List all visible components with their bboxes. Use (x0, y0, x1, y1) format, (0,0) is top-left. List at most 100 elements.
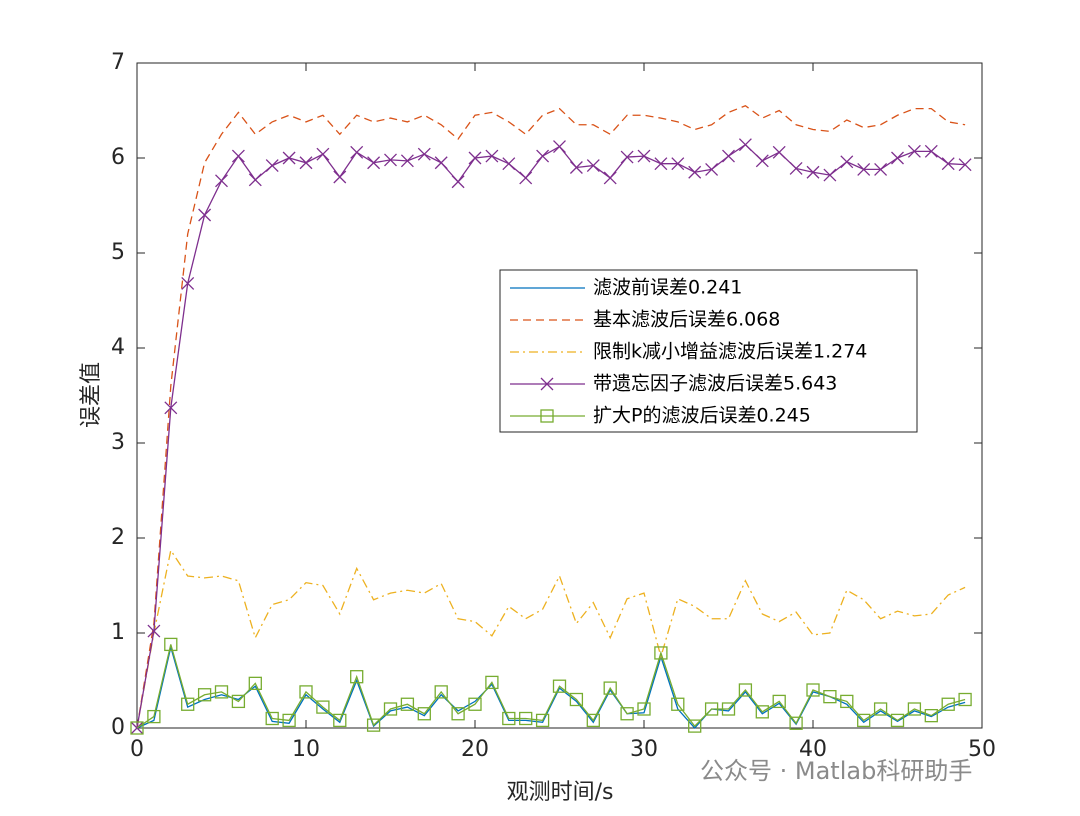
marker-square (316, 700, 330, 714)
marker-square (164, 637, 178, 652)
marker-square (451, 707, 465, 721)
marker-x (738, 138, 752, 152)
marker-square (540, 409, 554, 423)
marker-square (552, 679, 567, 693)
marker-x (451, 175, 465, 189)
marker-x (907, 144, 921, 158)
marker-square (519, 711, 533, 726)
marker-square (772, 694, 786, 709)
marker-x (874, 162, 888, 176)
y-tick-label: 2 (111, 525, 125, 550)
marker-square (569, 692, 584, 707)
marker-x (688, 165, 702, 179)
legend: 滤波前误差0.241 基本滤波后误差6.068 限制k减小增益滤波后误差1.274 带… (499, 269, 918, 433)
y-tick-label: 7 (111, 50, 125, 75)
marker-x (265, 159, 279, 173)
marker-square (265, 711, 279, 726)
marker-square (197, 688, 212, 702)
marker-square (857, 713, 871, 728)
marker-square (941, 697, 955, 711)
marker-square (721, 702, 736, 716)
marker-square (924, 709, 938, 723)
marker-square (434, 685, 448, 699)
marker-square (637, 702, 651, 716)
marker-square (688, 719, 702, 733)
y-tick-label: 0 (111, 715, 125, 740)
marker-square (873, 702, 888, 716)
marker-x (671, 157, 685, 171)
x-tick-label: 0 (130, 737, 144, 762)
marker-x (434, 156, 448, 170)
marker-square (383, 702, 398, 716)
marker-x (468, 151, 482, 165)
legend-box (499, 269, 918, 433)
marker-x (519, 171, 533, 185)
y-tick-label: 3 (111, 430, 125, 455)
marker-x (384, 153, 397, 167)
marker-x (299, 156, 313, 170)
series-line (136, 105, 966, 729)
marker-x (789, 161, 803, 175)
y-tick-label: 4 (111, 335, 125, 360)
x-tick-label: 10 (292, 737, 320, 762)
legend-label: 限制k减小增益滤波后误差1.274 (593, 341, 867, 363)
marker-x (417, 147, 431, 161)
marker-x (181, 276, 195, 290)
marker-square (282, 713, 296, 728)
marker-square (147, 709, 161, 724)
marker-x (755, 154, 769, 168)
marker-x (620, 150, 634, 164)
y-tick-label: 1 (111, 620, 125, 645)
x-tick-label: 30 (630, 737, 658, 762)
marker-x (891, 151, 904, 165)
marker-x (215, 174, 228, 188)
marker-square (299, 685, 313, 699)
series-line (136, 143, 966, 729)
legend-label: 滤波前误差0.241 (593, 277, 742, 299)
marker-x (400, 154, 414, 168)
marker-square (907, 702, 922, 716)
marker-x (654, 157, 668, 171)
marker-square (738, 683, 753, 697)
marker-x (806, 165, 820, 179)
marker-square (248, 676, 262, 690)
marker-x (722, 149, 735, 163)
marker-x (367, 156, 381, 170)
marker-square (366, 718, 381, 732)
y-axis-label: 误差值 (79, 362, 104, 428)
marker-square (350, 670, 364, 684)
x-tick-label: 40 (799, 737, 827, 762)
series-line (136, 548, 966, 729)
marker-square (586, 713, 600, 728)
marker-x (586, 159, 600, 173)
x-tick-label: 50 (968, 737, 996, 762)
marker-square (890, 713, 905, 728)
marker-square (502, 711, 516, 726)
marker-x (248, 173, 262, 187)
marker-x (553, 140, 566, 154)
marker-square (704, 702, 719, 716)
x-axis-label: 观测时间/s (507, 780, 614, 805)
marker-square (535, 713, 550, 728)
marker-x (705, 162, 719, 176)
marker-x (603, 171, 617, 185)
marker-square (654, 646, 668, 660)
marker-square (958, 692, 972, 707)
marker-square (214, 685, 229, 699)
marker-x (857, 162, 871, 176)
marker-square (823, 690, 837, 704)
marker-square (417, 707, 431, 721)
marker-square (840, 694, 854, 709)
marker-square (620, 707, 634, 721)
marker-square (231, 694, 246, 709)
marker-x (231, 149, 245, 163)
y-tick-label: 6 (111, 145, 125, 170)
marker-square (130, 721, 144, 735)
marker-x (333, 170, 347, 184)
marker-x (198, 208, 212, 222)
marker-square (603, 681, 617, 695)
marker-square (671, 697, 685, 711)
marker-x (958, 158, 972, 172)
marker-square (806, 683, 820, 697)
